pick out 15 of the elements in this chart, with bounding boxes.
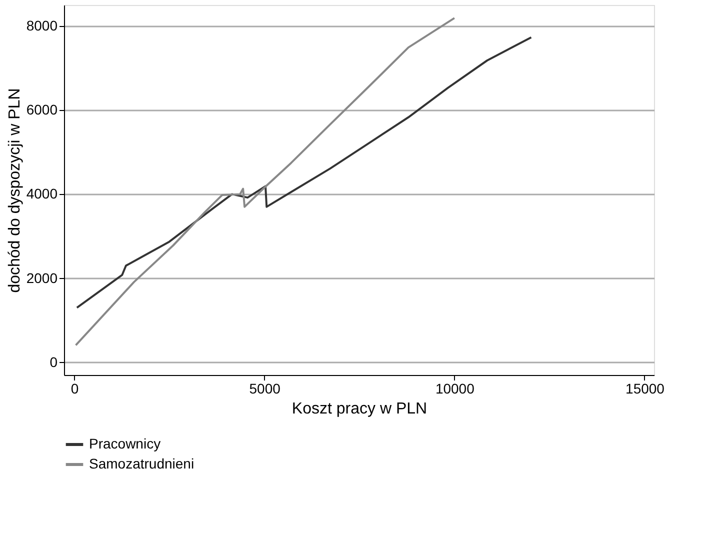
legend-label: Samozatrudnieni <box>89 456 194 472</box>
x-tick-label: 0 <box>70 380 79 396</box>
x-axis-title: Koszt pracy w PLN <box>292 400 428 418</box>
line-series <box>76 36 532 309</box>
x-tick-label: 15000 <box>626 380 665 396</box>
x-tick-label: 5000 <box>249 380 281 396</box>
y-axis-title: dochód do dyspozycji w PLN <box>6 88 24 293</box>
y-tick-label: 8000 <box>26 18 58 34</box>
legend-label: Pracownicy <box>89 436 161 452</box>
x-tick-label: 10000 <box>435 380 475 396</box>
line-series <box>74 17 456 346</box>
y-tick-label: 4000 <box>26 186 58 202</box>
y-tick-label: 2000 <box>26 270 58 286</box>
y-tick-label: 6000 <box>26 102 58 118</box>
y-tick-label: 0 <box>50 354 58 370</box>
